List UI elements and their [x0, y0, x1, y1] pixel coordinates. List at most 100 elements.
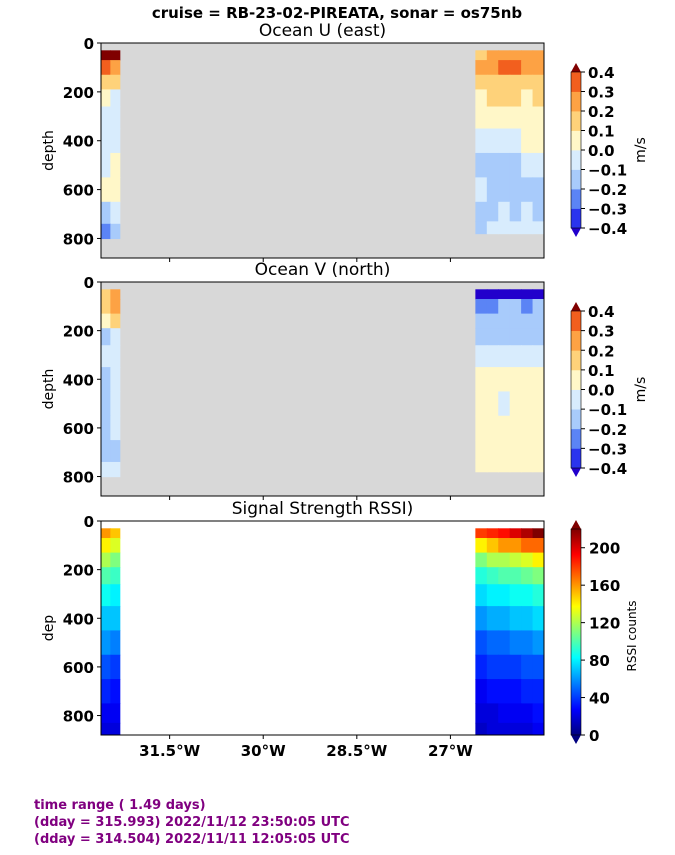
- cell-1-6-3: [509, 630, 522, 656]
- cell-1-6-4: [521, 630, 534, 656]
- cell-1-2-5: [532, 552, 544, 568]
- cell-0-4-0: [101, 345, 111, 368]
- x-tick-label: 31.5°W: [139, 742, 201, 760]
- cell-0-8-0: [101, 201, 111, 225]
- colorbar: 0.4 0.30.2 0.1 0.0−0.1 −0.2−0.3 −0.4 m/s: [570, 302, 649, 478]
- cell-1-2-4: [521, 552, 534, 568]
- colorbar-extend-top: [571, 63, 581, 72]
- colorbar-tick-label: 80: [589, 652, 610, 670]
- figure-suptitle: cruise = RB-23-02-PIREATA, sonar = os75n…: [152, 4, 523, 22]
- cell-1-8-4: [521, 201, 534, 222]
- cell-1-7-5: [532, 415, 544, 441]
- cell-0-7-1: [110, 415, 121, 441]
- y-tick-label: 800: [63, 469, 94, 487]
- colorbar-extend-bottom: [571, 735, 581, 744]
- axes-frame: [100, 42, 545, 259]
- y-tick-label: 400: [63, 610, 94, 628]
- y-axis-label: depth: [41, 369, 57, 410]
- cell-1-9-1: [486, 703, 499, 724]
- cell-1-5-0: [475, 606, 488, 632]
- cell-0-7-1: [110, 177, 121, 203]
- panel-u: Ocean U (east)depth02004006008000.40.30.…: [41, 21, 649, 262]
- colorbar-band: [571, 72, 581, 92]
- cell-0-3-1: [110, 328, 121, 346]
- colorbar-band: [571, 448, 581, 469]
- time-range-end: (dday = 315.993) 2022/11/12 23:50:05 UTC: [34, 815, 350, 830]
- cell-1-0-5: [532, 289, 544, 300]
- cell-1-1-4: [521, 299, 534, 315]
- x-tick-label: 27°W: [428, 742, 473, 760]
- cell-1-7-1: [486, 415, 499, 441]
- cell-1-5-0: [475, 367, 488, 393]
- cell-1-6-4: [521, 391, 534, 417]
- cell-0-2-1: [110, 74, 121, 91]
- cell-1-5-2: [498, 128, 511, 154]
- cell-1-7-5: [532, 654, 544, 680]
- cell-1-6-1: [486, 630, 499, 656]
- cell-1-3-0: [475, 89, 488, 108]
- cell-0-7-0: [101, 654, 111, 680]
- colorbar-tick-label: −0.1: [588, 401, 627, 419]
- cell-1-1-5: [532, 299, 544, 315]
- cell-1-9-1: [486, 459, 499, 473]
- cell-1-2-5: [532, 74, 544, 91]
- colorbar-extend-top: [571, 520, 581, 529]
- colorbar-tick-label: 0.0: [588, 382, 615, 400]
- y-tick-label: 400: [63, 371, 94, 389]
- cell-1-0-0: [475, 50, 488, 61]
- cell-1-7-3: [509, 177, 522, 203]
- cell-1-2-2: [498, 74, 511, 91]
- colorbar-tick-label: 0.2: [588, 342, 615, 360]
- colorbar-tick-label: 40: [589, 690, 610, 708]
- cell-1-4-2: [498, 584, 511, 607]
- colorbar-tick-label: −0.2: [588, 181, 627, 199]
- cell-1-1-1: [486, 60, 499, 76]
- cell-1-3-5: [532, 328, 544, 346]
- cell-1-9-0: [475, 221, 488, 235]
- cell-0-4-1: [110, 345, 121, 368]
- cell-1-8-1: [486, 440, 499, 461]
- cell-1-1-1: [486, 538, 499, 554]
- cell-0-1-0: [101, 60, 111, 76]
- colorbar-band: [571, 91, 581, 112]
- cell-0-9-0: [101, 703, 111, 724]
- cell-0-6-1: [110, 630, 121, 656]
- cell-1-5-5: [532, 128, 544, 154]
- cell-1-4-0: [475, 345, 488, 368]
- cell-0-8-1: [110, 440, 121, 463]
- plot-background: [101, 282, 544, 496]
- cell-1-7-5: [532, 177, 544, 203]
- cell-0-0-0: [101, 528, 111, 539]
- cell-1-3-2: [498, 567, 511, 585]
- y-tick-label: 200: [63, 84, 94, 102]
- cell-0-10-0: [101, 722, 111, 735]
- cell-1-4-1: [486, 106, 499, 130]
- cell-1-4-0: [475, 106, 488, 130]
- cell-0-3-0: [101, 567, 111, 585]
- cell-1-7-2: [498, 654, 511, 680]
- colorbar-extend-bottom: [571, 228, 581, 237]
- cell-1-8-3: [509, 679, 522, 704]
- colorbar-frame: [570, 71, 582, 229]
- cell-1-7-4: [521, 654, 534, 680]
- cell-1-7-4: [521, 177, 534, 203]
- cell-1-0-2: [498, 528, 511, 539]
- cell-1-9-2: [498, 459, 511, 473]
- cell-1-3-4: [521, 328, 534, 346]
- cell-1-9-2: [498, 221, 511, 235]
- data-cells: [101, 289, 544, 478]
- cell-1-6-2: [498, 391, 511, 417]
- cell-1-2-0: [475, 552, 488, 568]
- cell-1-5-3: [509, 606, 522, 632]
- cell-0-5-0: [101, 367, 111, 393]
- cell-1-6-5: [532, 152, 544, 178]
- colorbar-gradient: [571, 529, 581, 735]
- cell-0-2-1: [110, 552, 121, 568]
- cell-1-2-4: [521, 74, 534, 91]
- cell-1-2-3: [509, 552, 522, 568]
- colorbar: 200 160 120 80 40 0 RSSI counts: [570, 520, 639, 745]
- cell-0-0-1: [110, 289, 121, 300]
- cell-1-0-4: [521, 50, 534, 61]
- colorbar-tick-label: 0.1: [588, 123, 615, 141]
- cell-1-5-4: [521, 128, 534, 154]
